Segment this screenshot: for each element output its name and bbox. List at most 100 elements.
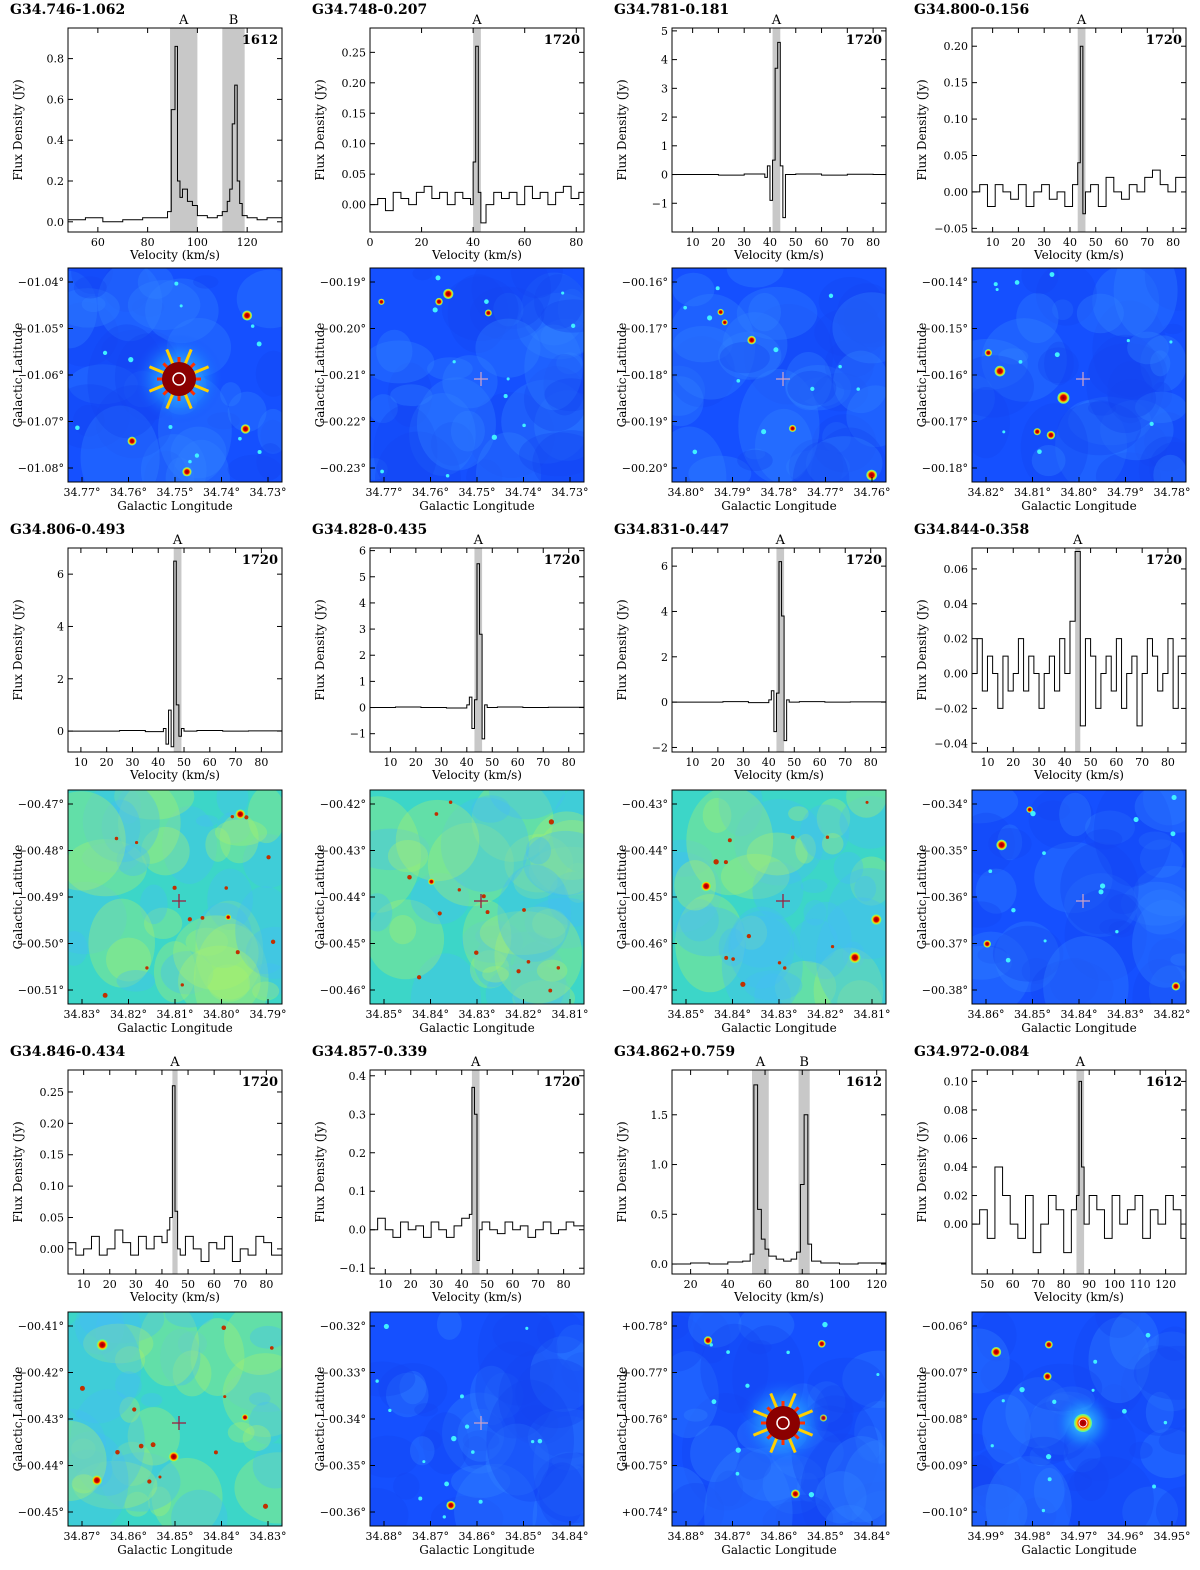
point-source: [1047, 1477, 1052, 1482]
diffuse-emission: [814, 308, 886, 357]
map-y-tick-label: −00.45°: [622, 891, 668, 904]
diffuse-emission: [1136, 1331, 1186, 1412]
diffuse-emission: [227, 1422, 255, 1443]
diffuse-emission: [68, 839, 147, 897]
map-x-tick-label: 34.87°: [64, 1530, 101, 1543]
feature-band-A: [474, 548, 483, 752]
diffuse-emission: [370, 893, 393, 932]
point-source: [200, 915, 205, 920]
y-tick-label: −0.04: [934, 737, 968, 750]
diffuse-emission: [462, 1435, 490, 1469]
point-source: [786, 1350, 790, 1355]
point-source: [866, 469, 877, 481]
x-tick-label: 80: [254, 756, 268, 769]
diffuse-emission: [752, 861, 804, 920]
diffuse-emission: [810, 427, 886, 482]
transition-label: 1612: [846, 1075, 882, 1090]
diffuse-emission: [738, 368, 820, 482]
y-tick-label: 0.06: [944, 1132, 969, 1145]
x-tick-label: 60: [91, 236, 105, 249]
point-source: [506, 377, 510, 381]
diffuse-emission: [534, 274, 584, 329]
point-source: [250, 324, 255, 328]
spectrum-line: [68, 1085, 283, 1262]
map-y-tick-label: +00.77°: [622, 1367, 668, 1380]
point-source: [548, 988, 553, 993]
feature-label-A: A: [470, 1055, 481, 1070]
map-y-tick-label: −00.36°: [320, 1506, 366, 1519]
y-tick-label: 0.0: [47, 216, 65, 229]
x-tick-label: 60: [1115, 236, 1129, 249]
map-y-tick-label: −00.42°: [320, 798, 366, 811]
image-panel-6: 34.85° 34.84° 34.83° 34.82° 34.81° −00.43° −00…: [615, 789, 891, 1035]
diffuse-emission: [376, 329, 413, 373]
point-source: [525, 1326, 529, 1330]
map-y-tick-label: +00.78°: [622, 1320, 668, 1333]
diffuse-emission: [457, 1408, 505, 1462]
diffuse-emission: [975, 868, 1017, 914]
map-y-tick-label: −00.46°: [320, 984, 366, 997]
diffuse-emission: [754, 973, 791, 1004]
feature-label-A: A: [1076, 13, 1087, 28]
diffuse-emission: [1139, 839, 1184, 878]
axes-frame: [671, 27, 887, 233]
point-source: [257, 449, 262, 455]
diffuse-emission: [147, 1486, 172, 1517]
map-x-tick-label: 34.88°: [366, 1530, 403, 1543]
diffuse-emission: [207, 964, 251, 1002]
diffuse-emission: [510, 268, 563, 299]
point-source: [1019, 1386, 1025, 1393]
spectrum-line: [672, 1084, 887, 1265]
diffuse-emission: [414, 1403, 439, 1417]
diffuse-emission: [1067, 396, 1152, 446]
map-x-tick-label: 34.84°: [203, 1530, 240, 1543]
transition-label: 1612: [242, 33, 278, 48]
diffuse-emission: [818, 277, 883, 326]
diffuse-emission: [1030, 959, 1114, 1004]
map-y-tick-label: −00.14°: [922, 276, 968, 289]
point-source: [1133, 816, 1139, 823]
point-source: [1011, 908, 1016, 913]
map-y-axis-label: Galactic Latitude: [915, 323, 929, 428]
transition-label: 1720: [1146, 33, 1182, 48]
point-source: [179, 304, 183, 308]
diffuse-emission: [985, 1455, 1072, 1526]
transition-label: 1720: [846, 553, 882, 568]
point-source: [235, 950, 240, 955]
diffuse-emission: [975, 1312, 1017, 1362]
diffuse-emission: [1120, 1345, 1186, 1436]
point-source: [230, 814, 235, 819]
diffuse-emission: [981, 318, 1067, 402]
point-source: [1115, 929, 1119, 934]
y-tick-label: 2: [661, 651, 668, 664]
diffuse-emission: [1100, 399, 1174, 461]
point-source: [537, 1438, 543, 1444]
diffuse-emission: [114, 1346, 146, 1374]
map-y-axis-label: Galactic Latitude: [915, 845, 929, 950]
diffuse-emission: [216, 811, 251, 844]
image-content: [370, 268, 584, 482]
y-tick-label: 4: [661, 54, 668, 67]
y-tick-label: 0.20: [944, 40, 969, 53]
image-content: [972, 790, 1186, 1004]
diffuse-emission: [242, 834, 282, 888]
point-source: [808, 1491, 815, 1498]
point-source: [825, 835, 830, 839]
spectrum-line: [68, 45, 283, 223]
diffuse-emission: [687, 1312, 742, 1348]
x-tick-label: 70: [536, 756, 550, 769]
transition-label: 1720: [544, 33, 580, 48]
point-source: [168, 424, 173, 430]
point-source: [700, 880, 712, 892]
map-y-tick-label: −00.06°: [922, 1320, 968, 1333]
image-content: [672, 790, 886, 1004]
map-y-tick-label: −00.10°: [922, 1506, 968, 1519]
diffuse-emission: [219, 813, 259, 864]
point-source: [474, 950, 479, 955]
x-tick-label: 30: [125, 756, 139, 769]
point-source: [556, 966, 561, 970]
diffuse-emission: [1061, 1472, 1093, 1492]
map-y-tick-label: −00.44°: [320, 891, 366, 904]
diffuse-emission: [370, 828, 430, 871]
y-tick-label: 0.25: [40, 1086, 65, 1099]
